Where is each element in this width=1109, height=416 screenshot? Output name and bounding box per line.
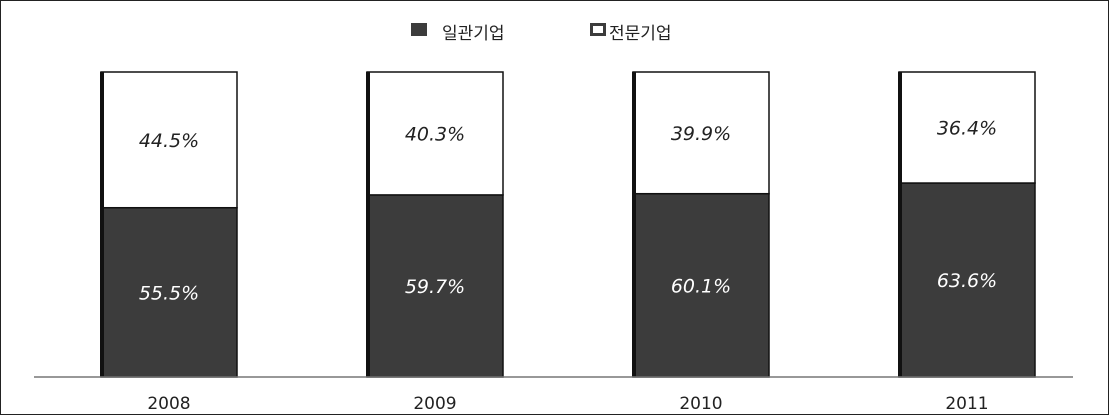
bar-전문기업-2008 — [100, 71, 238, 209]
data-label-일관기업-2008: 55.5% — [139, 282, 199, 304]
data-label-일관기업-2009: 59.7% — [405, 276, 465, 298]
bar-전문기업-2011 — [898, 71, 1036, 184]
data-label-전문기업-2011: 36.4% — [937, 118, 997, 140]
legend: 일관기업 전문기업 — [411, 23, 672, 44]
legend-label-전문기업: 전문기업 — [609, 24, 672, 44]
x-tick-label-2008: 2008 — [147, 394, 190, 414]
legend-swatch-전문기업-inner — [593, 26, 603, 33]
data-label-일관기업-2010: 60.1% — [671, 275, 731, 297]
data-label-전문기업-2009: 40.3% — [405, 123, 465, 145]
bar-edge-2011 — [898, 72, 902, 377]
bar-일관기업-2008 — [100, 206, 238, 378]
x-tick-label-2010: 2010 — [679, 394, 722, 414]
bar-edge-2008 — [100, 72, 104, 377]
bar-edge-2010 — [632, 72, 636, 377]
data-label-전문기업-2008: 44.5% — [139, 130, 199, 152]
data-label-일관기업-2011: 63.6% — [937, 270, 997, 292]
x-tick-label-2009: 2009 — [413, 394, 456, 414]
bar-전문기업-2010 — [632, 71, 770, 195]
bars: 55.5% 44.5% 59.7% 40.3% 60.1% 39.9% 63.6% 36.4% — [100, 71, 1036, 378]
bar-일관기업-2011 — [898, 182, 1036, 378]
bar-edge-2009 — [366, 72, 370, 377]
legend-swatch-일관기업 — [411, 23, 427, 36]
data-label-전문기업-2010: 39.9% — [671, 123, 731, 145]
legend-label-일관기업: 일관기업 — [442, 24, 505, 44]
x-tick-labels: 2008 2009 2010 2011 — [147, 394, 988, 414]
bar-전문기업-2009 — [366, 71, 504, 196]
x-tick-label-2011: 2011 — [945, 394, 988, 414]
